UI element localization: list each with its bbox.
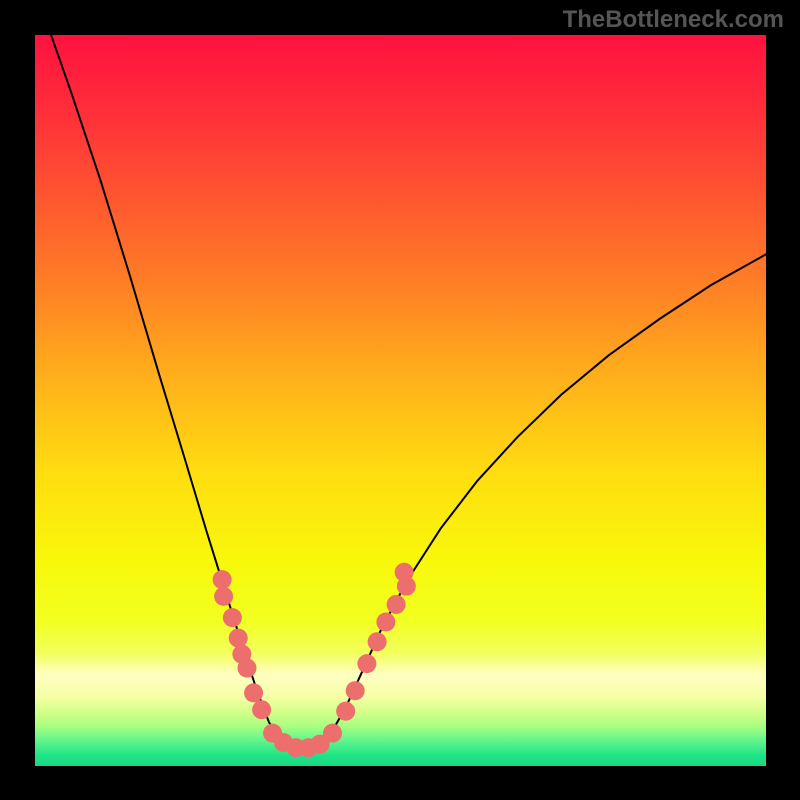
plot-gradient-area xyxy=(35,35,766,766)
watermark-text: TheBottleneck.com xyxy=(563,6,784,34)
canvas: TheBottleneck.com xyxy=(0,0,800,800)
